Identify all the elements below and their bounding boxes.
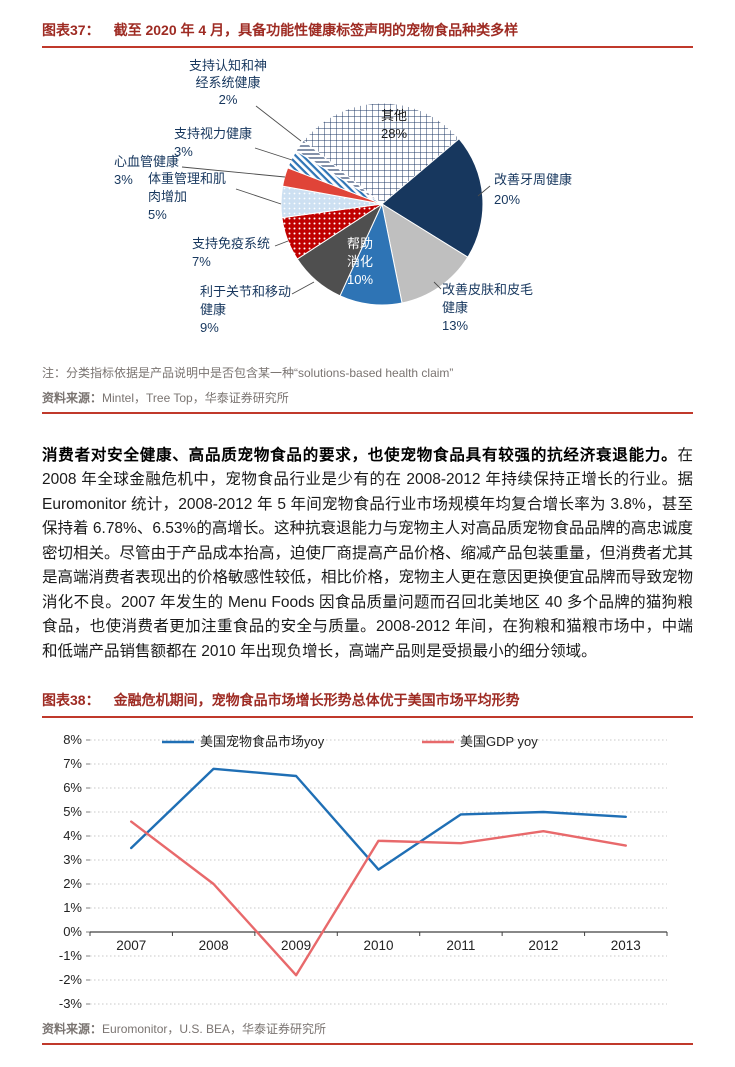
body-text: 在 2008 年全球金融危机中，宠物食品行业是少有的在 2008-2012 年持…	[42, 447, 694, 660]
y-axis-label: 1%	[63, 900, 82, 915]
pie-leader-line	[433, 281, 442, 290]
body-paragraph: 消费者对安全健康、高品质宠物食品的要求，也使宠物食品具有较强的抗经济衰退能力。在…	[42, 444, 693, 664]
pie-slice-1	[302, 102, 460, 205]
series-line-1	[129, 767, 627, 872]
pie-slice-10	[295, 139, 383, 205]
pie-leader-line	[235, 188, 282, 205]
pie-slice-label: 3%	[174, 144, 193, 159]
x-axis-label: 2013	[611, 938, 641, 953]
figure37-header: 图表37： 截至 2020 年 4 月，具备功能性健康标签声明的宠物食品种类多样	[42, 20, 693, 40]
pie-slice-label: 10%	[347, 272, 373, 287]
y-axis-label: -3%	[59, 996, 83, 1011]
pie-slice-label: 2%	[219, 92, 238, 107]
y-axis-label: 0%	[63, 924, 82, 939]
pie-slice-label: 利于关节和移动	[200, 284, 291, 299]
pie-slice-label: 帮助	[347, 236, 373, 251]
pie-slice-label: 消化	[347, 254, 373, 269]
pie-leader-line	[477, 185, 491, 197]
figure37-label: 图表37：	[42, 22, 100, 38]
pie-slice-label: 13%	[442, 318, 468, 333]
pie-slice-label: 28%	[381, 126, 407, 141]
figure37-source: 资料来源：Mintel，Tree Top，华泰证券研究所	[42, 389, 693, 406]
source-label: 资料来源：	[42, 1022, 103, 1037]
pie-slice-label: 心血管健康	[114, 154, 179, 169]
figure37-section: 图表37： 截至 2020 年 4 月，具备功能性健康标签声明的宠物食品种类多样	[42, 20, 693, 414]
y-axis-label: 8%	[63, 732, 82, 747]
pie-leader-line	[254, 147, 293, 161]
y-axis-label: -1%	[59, 948, 83, 963]
pie-slice-label: 支持认知和神	[189, 58, 267, 73]
pie-slice-label: 改善牙周健康	[494, 172, 572, 187]
y-axis-label: 5%	[63, 804, 82, 819]
pie-slice-label: 改善皮肤和皮毛	[442, 282, 533, 297]
pie-slice-label: 健康	[442, 300, 468, 315]
red-rule	[42, 412, 693, 414]
series-line-2	[129, 820, 627, 977]
y-axis-label: 3%	[63, 852, 82, 867]
pie-leader-line	[274, 240, 289, 247]
pie-slice-label: 健康	[200, 302, 226, 317]
pie-slice-3	[381, 202, 469, 304]
y-axis-label: 4%	[63, 828, 82, 843]
red-rule	[42, 716, 693, 719]
red-rule	[42, 1043, 693, 1046]
x-axis-label: 2007	[116, 938, 146, 953]
x-axis-label: 2012	[528, 938, 558, 953]
pie-leader-line	[181, 166, 286, 178]
x-axis-label: 2010	[363, 938, 393, 953]
legend-label: 美国宠物食品市场yoy	[200, 734, 325, 749]
pie-slice-label: 5%	[148, 207, 167, 222]
pie-slice-2	[381, 138, 484, 258]
pie-slice-label: 经系统健康	[195, 75, 260, 90]
y-axis-label: 7%	[63, 756, 82, 771]
figure38-section: 图表38： 金融危机期间，宠物食品市场增长形势总体优于美国市场平均形势 8% 7%…	[42, 690, 693, 1046]
y-axis-label: -2%	[59, 972, 83, 987]
pie-slice-label: 7%	[192, 254, 211, 269]
source-text: Mintel，Tree Top，华泰证券研究所	[102, 391, 289, 405]
pie-slice-label: 20%	[494, 192, 520, 207]
red-rule	[42, 46, 693, 48]
lead-sentence: 消费者对安全健康、高品质宠物食品的要求，也使宠物食品具有较强的抗经济衰退能力。	[42, 447, 678, 464]
figure38-label: 图表38：	[42, 692, 100, 709]
figure38-header: 图表38： 金融危机期间，宠物食品市场增长形势总体优于美国市场平均形势	[42, 690, 693, 710]
legend-label: 美国GDP yoy	[460, 734, 538, 749]
y-axis-label: 6%	[63, 780, 82, 795]
figure38-title: 金融危机期间，宠物食品市场增长形势总体优于美国市场平均形势	[113, 692, 520, 709]
pie-slice-label: 其他	[381, 108, 407, 123]
pie-leader-line	[291, 281, 315, 295]
pie-chart-figure37: 其他28%改善牙周健康20%改善皮肤和皮毛健康13%帮助消化10%利于关节和移动…	[114, 58, 572, 335]
pie-slice-label: 肉增加	[148, 189, 187, 204]
figure38-source: 资料来源：Euromonitor，U.S. BEA，华泰证券研究所	[42, 1020, 693, 1037]
pie-slice-label: 体重管理和肌	[148, 171, 226, 186]
x-axis-label: 2008	[199, 938, 229, 953]
source-text: Euromonitor，U.S. BEA，华泰证券研究所	[102, 1022, 327, 1037]
pie-slice-label: 支持视力健康	[174, 126, 252, 141]
y-axis-label: 2%	[63, 876, 82, 891]
x-axis-label: 2009	[281, 938, 311, 953]
figure37-title: 截至 2020 年 4 月，具备功能性健康标签声明的宠物食品种类多样	[113, 22, 519, 38]
figure37-note: 注：分类指标依据是产品说明中是否包含某一种“solutions-based he…	[42, 366, 454, 380]
pie-slice-label: 3%	[114, 172, 133, 187]
x-axis-label: 2011	[446, 938, 475, 953]
pie-slice-label: 9%	[200, 320, 219, 335]
line-chart-figure38: 8% 7% 6% 5% 4% 3% 2% 1% 0% -1% -2% -3% 2007 2008 2009 2…	[59, 732, 668, 1011]
pie-slice-label: 支持免疫系统	[192, 236, 270, 251]
pie-leader-line	[255, 105, 302, 142]
source-label: 资料来源：	[42, 391, 103, 405]
